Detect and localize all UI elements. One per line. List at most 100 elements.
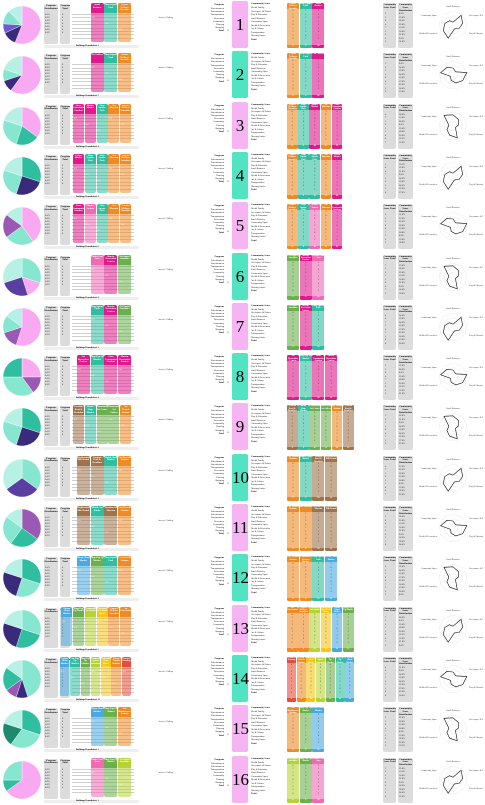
program-column[interactable]: Shop Pop Up Market 0.5: [104, 757, 118, 797]
program-column[interactable]: Urban Ghost Market 0.5: [61, 606, 73, 646]
score-column[interactable]: Urban Ghost Market 3 0 1 2 3 0 1 2 3 11: [325, 556, 338, 602]
score-column[interactable]: Marche Recreation Centers1230123019: [299, 304, 312, 350]
program-column[interactable]: Coaster Wellness Amenities 0.5: [120, 153, 132, 193]
score-column[interactable]: Art Transit Stations 0 1 2 3 0 1 2 3 0 8: [287, 455, 299, 501]
score-column[interactable]: Urban Transit Stations1230123019: [296, 656, 306, 702]
score-column[interactable]: Community Sports Amenities30123012311: [316, 656, 326, 702]
program-column[interactable]: Coaster Wellness Amenities 0.5: [118, 3, 132, 42]
score-column[interactable]: Art Transit Stations 0 1 2 3 0 1 2 3 0 8: [287, 556, 299, 602]
score-column[interactable]: Art Museum 1 2 3 0 1 2 3 0 1 9: [299, 506, 312, 551]
program-column[interactable]: Neighborhood Bike Rental 0.5: [76, 506, 90, 545]
program-column[interactable]: Art Museum 0.5: [108, 153, 120, 193]
program-column[interactable]: Art Museum 0.5: [108, 204, 120, 244]
program-column[interactable]: Coaster Wellness Amenities 0.5: [108, 606, 120, 646]
program-column[interactable]: Shop Square Park 0.5: [104, 556, 118, 596]
program-column[interactable]: Urban Ghost Market 0.5: [59, 656, 70, 696]
program-column[interactable]: Marche Recreation Centers 0.5: [104, 254, 118, 294]
program-column[interactable]: Community Art Studio 0.5: [84, 606, 96, 646]
score-column[interactable]: Community Art Studio 2 3 0 1 2 3 0 1 2 10: [309, 606, 320, 652]
program-column[interactable]: Art Sports Amenities 0.5: [118, 254, 132, 294]
score-column[interactable]: Art Sports Amenities 0 1 2 3 0 1 2 3 0 8: [287, 304, 299, 350]
score-column[interactable]: Vacation Bead & Breakfast12301230113: [343, 405, 354, 451]
program-column[interactable]: Art Entertainment0.5: [120, 606, 132, 646]
score-column[interactable]: Coaster Housing 0 1 2 3 0 1 2 3 0 8: [287, 656, 296, 702]
program-column[interactable]: Coaster Wellness Amenities 0.5: [120, 103, 132, 143]
program-column[interactable]: Shop Square Park 0.5: [104, 3, 118, 42]
program-column[interactable]: Shop Pop Up Market 0.5: [90, 556, 104, 596]
score-column[interactable]: Art Museum 3 0 1 2 3 0 1 2 3 11: [320, 153, 332, 199]
program-column[interactable]: Vacation Art Museum 0.5: [104, 506, 118, 545]
program-column[interactable]: Art Museum 0.5: [108, 103, 120, 143]
score-column[interactable]: Urban Market 0 1 2 3 0 1 2 3 0 12: [331, 153, 343, 199]
program-column[interactable]: Art Transit Stations 0.5: [118, 556, 132, 596]
program-column[interactable]: Community Art Center 0.5: [96, 405, 108, 445]
program-column[interactable]: Mobile Market 0.5: [84, 103, 96, 143]
program-column[interactable]: Marche Recreation Centers 0.5: [104, 304, 118, 344]
score-column[interactable]: Public Pool Area 2 3 0 1 2 3 0 1 2 10: [312, 757, 325, 803]
program-column[interactable]: Art Transit Stations 0.5: [118, 506, 132, 545]
score-column[interactable]: Art Sports Amenities 0 1 2 3 0 1 2 3 0 8: [287, 254, 299, 300]
score-column[interactable]: Urban Ghost Market 2 3 0 1 2 3 0 1 2 10: [312, 707, 325, 753]
score-column[interactable]: Art Entertainment0123012308: [287, 606, 298, 652]
score-column[interactable]: Art Recreation Centers0123012308: [287, 355, 299, 401]
program-column[interactable]: Art Gallery 0.5: [90, 53, 104, 93]
score-column[interactable]: Art Gallery 2 3 0 1 2 3 0 1 2 10: [312, 53, 325, 99]
score-column[interactable]: Marche Recreation Centers30123012311: [325, 355, 338, 401]
score-column[interactable]: Art Museum 3 0 1 2 3 0 1 2 3 11: [320, 103, 332, 149]
score-column[interactable]: Shop Pop Up Market 1 2 3 0 1 2 3 0 1 9: [299, 355, 312, 401]
score-column[interactable]: Entertain Live Music Venue23012301210: [306, 656, 316, 702]
score-column[interactable]: Entertain Live Music Venue30123012311: [320, 606, 332, 652]
score-column[interactable]: Shop Pop Up Market 1 2 3 0 1 2 3 0 1 13: [343, 606, 354, 652]
program-column[interactable]: Life Maintenance Stations 0.5: [118, 707, 132, 747]
score-column[interactable]: Grow Community Gardens23012301210: [312, 355, 325, 401]
score-column[interactable]: Art Museum 3 0 1 2 3 0 1 2 3 11: [320, 204, 332, 250]
program-column[interactable]: Art Pop Up Market 0.5: [70, 656, 80, 696]
program-column[interactable]: Shop Square Park 0.5: [96, 153, 108, 193]
score-column[interactable]: Amusement Art Gallery 3 0 1 2 3 0 1 2 3 11: [320, 405, 332, 451]
program-column[interactable]: Art Sports Amenities 0.5: [118, 757, 132, 797]
score-column[interactable]: Art Transit Stations 0 1 2 3 0 1 2 3 0 12: [331, 405, 343, 451]
program-column[interactable]: Public Pool Area 0.5: [90, 757, 104, 797]
score-column[interactable]: Public Pool Area 2 3 0 1 2 3 0 1 2 10: [312, 254, 325, 300]
program-column[interactable]: Mobile Shop Market 0.5: [84, 405, 96, 445]
score-column[interactable]: Community Art Center 2 3 0 1 2 3 0 1 2 10: [309, 405, 320, 451]
program-column[interactable]: Shop Square Park 0.5: [96, 103, 108, 143]
program-column[interactable]: Urban Market 0.5: [73, 153, 84, 193]
program-column[interactable]: Mobile Art Studio 0.5: [90, 506, 104, 545]
program-column[interactable]: Amusement Art Gallery 0.5: [108, 405, 120, 445]
program-column[interactable]: Shop Square Park 0.5: [90, 304, 104, 344]
score-column[interactable]: Marche Recreation Centers1230123019: [299, 254, 312, 300]
program-column[interactable]: Urban Transit Stations 0.5: [111, 656, 121, 696]
score-column[interactable]: Vacation Bead & Breakfast0123012308: [287, 405, 298, 451]
program-column[interactable]: Coaster Housing 0.5: [121, 656, 132, 696]
program-column[interactable]: Coaster Wellness Amenities 0.5: [120, 204, 132, 244]
score-column[interactable]: Vacation Art Museum 2 3 0 1 2 3 0 1 2 10: [312, 506, 325, 551]
program-column[interactable]: Marche Recreation Centers 0.5: [118, 355, 132, 395]
score-column[interactable]: Neighborhood Bike Rental 3 0 1 2 3 0 1 2 3 11: [325, 455, 338, 501]
program-column[interactable]: Shop Square Park 0.5: [96, 204, 108, 244]
program-column[interactable]: Grow Community Gardens 0.5: [73, 103, 84, 143]
program-column[interactable]: Public Pool Area 0.5: [90, 254, 104, 294]
program-column[interactable]: Small Business 0.5: [90, 3, 104, 42]
